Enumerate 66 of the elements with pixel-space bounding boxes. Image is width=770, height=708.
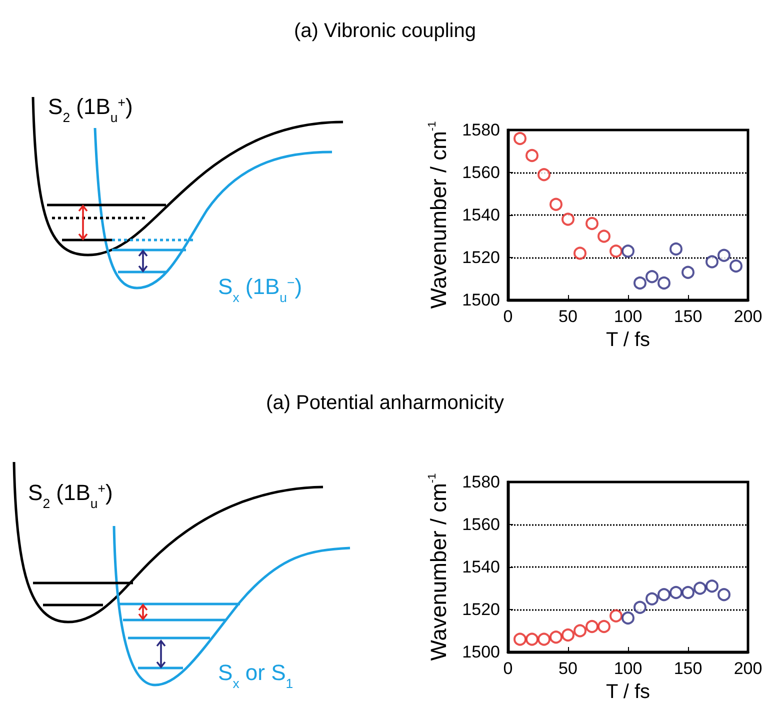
chart-title: (a) Vibronic coupling bbox=[294, 20, 476, 42]
x-tick-label: 200 bbox=[734, 659, 762, 678]
point bbox=[610, 244, 622, 258]
x-tick-label: 50 bbox=[558, 659, 578, 678]
x-tick-label: 150 bbox=[674, 659, 702, 678]
point bbox=[526, 149, 538, 162]
text: S$_{2}$ (1B$_{u}$$^{+}$) bbox=[48, 94, 133, 124]
point bbox=[550, 198, 562, 211]
point bbox=[598, 620, 610, 633]
y-tick-label: 1520 bbox=[462, 248, 500, 267]
point bbox=[574, 624, 586, 638]
point bbox=[538, 632, 550, 646]
chart-title: (a) Potential anharmonicity bbox=[266, 392, 504, 414]
x-tick-label: 200 bbox=[734, 307, 762, 326]
point bbox=[730, 260, 742, 272]
x-tick-label: 0 bbox=[503, 307, 513, 326]
x-tick-label: 100 bbox=[614, 659, 642, 678]
point bbox=[718, 248, 730, 262]
x-tick-label: 50 bbox=[558, 307, 578, 326]
point bbox=[682, 266, 694, 279]
y-tick-label: 1560 bbox=[462, 515, 500, 534]
point bbox=[646, 270, 658, 284]
point bbox=[610, 609, 622, 622]
x-axis-title: T / fs bbox=[606, 329, 650, 351]
point bbox=[694, 582, 706, 595]
point bbox=[634, 600, 646, 614]
y-tick-label: 1500 bbox=[462, 290, 500, 310]
point bbox=[562, 212, 574, 226]
x-tick-label: 100 bbox=[614, 307, 642, 326]
point bbox=[658, 588, 670, 602]
point bbox=[538, 168, 550, 182]
point bbox=[586, 620, 598, 633]
point bbox=[622, 612, 634, 624]
point bbox=[718, 588, 730, 602]
y-tick-label: 1560 bbox=[462, 163, 500, 182]
point bbox=[646, 592, 658, 606]
point bbox=[706, 255, 718, 268]
point bbox=[706, 580, 718, 593]
point bbox=[634, 276, 646, 290]
text: S$_{2}$ (1B$_{u}$$^{+}$) bbox=[28, 480, 113, 510]
y-tick-label: 1540 bbox=[462, 558, 500, 576]
x-tick-label: 0 bbox=[503, 659, 513, 678]
y-axis-title: Wavenumber / cm-1 bbox=[426, 473, 451, 661]
text: S$_{x}$ (1B$_{u}$$^{−}$) bbox=[218, 274, 302, 304]
point bbox=[682, 586, 694, 599]
text: S$_{x}$ or S$_{1}$ bbox=[218, 660, 294, 690]
point bbox=[670, 586, 682, 599]
y-tick-label: 1540 bbox=[462, 206, 500, 224]
y-tick-label: 1500 bbox=[462, 642, 500, 662]
y-axis-title: Wavenumber / cm-1 bbox=[426, 121, 451, 309]
point bbox=[514, 132, 526, 145]
point bbox=[586, 217, 598, 230]
point bbox=[514, 632, 526, 646]
y-tick-label: 1580 bbox=[462, 472, 500, 492]
point bbox=[658, 276, 670, 290]
y-tick-label: 1520 bbox=[462, 600, 500, 619]
point bbox=[562, 628, 574, 642]
point bbox=[574, 246, 586, 260]
point bbox=[550, 630, 562, 644]
point bbox=[526, 632, 538, 646]
point bbox=[622, 244, 634, 258]
x-tick-label: 150 bbox=[674, 307, 702, 326]
point bbox=[670, 242, 682, 256]
point bbox=[598, 230, 610, 243]
x-axis-title: T / fs bbox=[606, 681, 650, 703]
y-tick-label: 1580 bbox=[462, 120, 500, 140]
